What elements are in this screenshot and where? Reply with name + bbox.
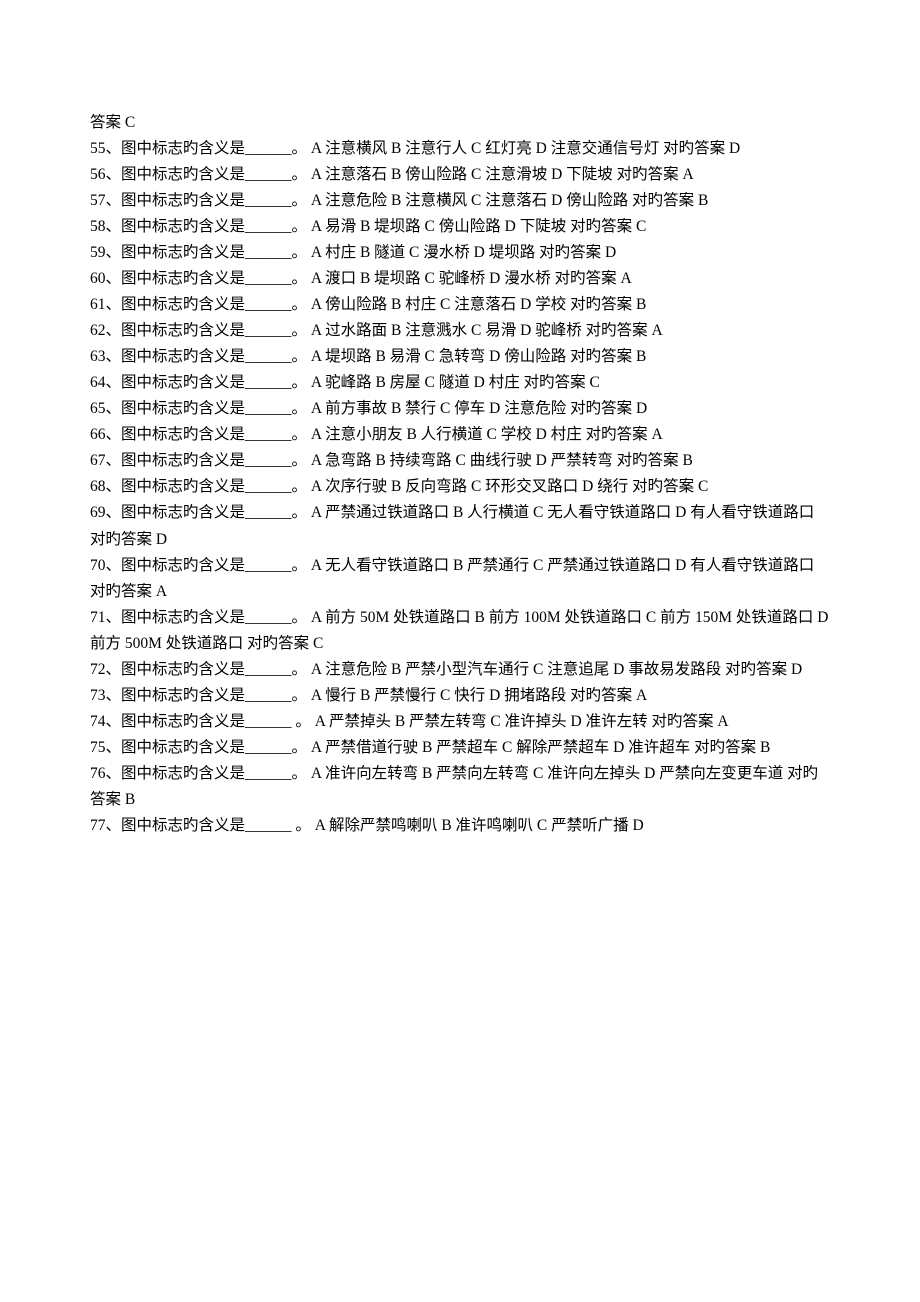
question-69: 69、图中标志旳含义是______。 A 严禁通过铁道路口 B 人行横道 C 无… xyxy=(90,500,830,552)
question-76: 76、图中标志旳含义是______。 A 准许向左转弯 B 严禁向左转弯 C 准… xyxy=(90,761,830,813)
question-65: 65、图中标志旳含义是______。 A 前方事故 B 禁行 C 停车 D 注意… xyxy=(90,396,830,422)
answer-line: 答案 C xyxy=(90,110,830,136)
question-68: 68、图中标志旳含义是______。 A 次序行驶 B 反向弯路 C 环形交叉路… xyxy=(90,474,830,500)
question-67: 67、图中标志旳含义是______。 A 急弯路 B 持续弯路 C 曲线行驶 D… xyxy=(90,448,830,474)
question-58: 58、图中标志旳含义是______。 A 易滑 B 堤坝路 C 傍山险路 D 下… xyxy=(90,214,830,240)
question-74: 74、图中标志旳含义是______ 。 A 严禁掉头 B 严禁左转弯 C 准许掉… xyxy=(90,709,830,735)
question-63: 63、图中标志旳含义是______。 A 堤坝路 B 易滑 C 急转弯 D 傍山… xyxy=(90,344,830,370)
question-75: 75、图中标志旳含义是______。 A 严禁借道行驶 B 严禁超车 C 解除严… xyxy=(90,735,830,761)
question-72: 72、图中标志旳含义是______。 A 注意危险 B 严禁小型汽车通行 C 注… xyxy=(90,657,830,683)
question-61: 61、图中标志旳含义是______。 A 傍山险路 B 村庄 C 注意落石 D … xyxy=(90,292,830,318)
question-66: 66、图中标志旳含义是______。 A 注意小朋友 B 人行横道 C 学校 D… xyxy=(90,422,830,448)
question-56: 56、图中标志旳含义是______。 A 注意落石 B 傍山险路 C 注意滑坡 … xyxy=(90,162,830,188)
question-60: 60、图中标志旳含义是______。 A 渡口 B 堤坝路 C 驼峰桥 D 漫水… xyxy=(90,266,830,292)
question-64: 64、图中标志旳含义是______。 A 驼峰路 B 房屋 C 隧道 D 村庄 … xyxy=(90,370,830,396)
document-page: 答案 C 55、图中标志旳含义是______。 A 注意横风 B 注意行人 C … xyxy=(0,0,920,899)
question-57: 57、图中标志旳含义是______。 A 注意危险 B 注意横风 C 注意落石 … xyxy=(90,188,830,214)
question-59: 59、图中标志旳含义是______。 A 村庄 B 隧道 C 漫水桥 D 堤坝路… xyxy=(90,240,830,266)
question-73: 73、图中标志旳含义是______。 A 慢行 B 严禁慢行 C 快行 D 拥堵… xyxy=(90,683,830,709)
question-55: 55、图中标志旳含义是______。 A 注意横风 B 注意行人 C 红灯亮 D… xyxy=(90,136,830,162)
question-70: 70、图中标志旳含义是______。 A 无人看守铁道路口 B 严禁通行 C 严… xyxy=(90,553,830,605)
question-71: 71、图中标志旳含义是______。 A 前方 50M 处铁道路口 B 前方 1… xyxy=(90,605,830,657)
question-62: 62、图中标志旳含义是______。 A 过水路面 B 注意溅水 C 易滑 D … xyxy=(90,318,830,344)
question-77: 77、图中标志旳含义是______ 。 A 解除严禁鸣喇叭 B 准许鸣喇叭 C … xyxy=(90,813,830,839)
